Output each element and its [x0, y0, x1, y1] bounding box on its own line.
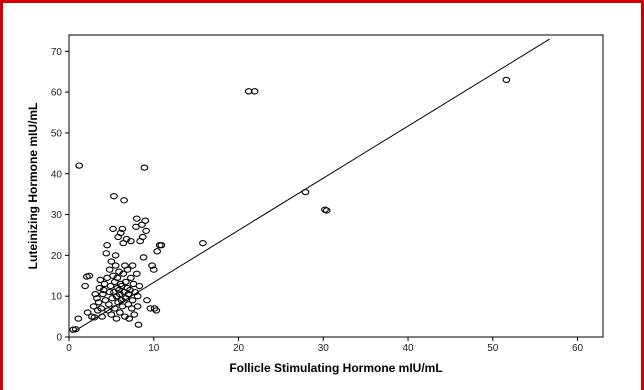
data-point: [199, 239, 207, 247]
data-point: [81, 282, 89, 290]
data-point: [105, 288, 114, 296]
data-point: [139, 254, 148, 261]
data-point: [89, 303, 98, 310]
data-point: [132, 270, 141, 277]
plot-area: [68, 34, 604, 338]
data-point: [94, 299, 103, 306]
data-point: [112, 315, 121, 322]
data-point: [143, 297, 151, 304]
data-point: [133, 303, 142, 310]
data-point: [124, 290, 133, 298]
data-point: [107, 258, 116, 265]
data-point: [107, 311, 116, 318]
data-point: [102, 250, 111, 257]
y-tick-label: 0: [56, 333, 62, 344]
y-tick-label: 50: [51, 128, 63, 139]
data-point: [134, 321, 143, 328]
data-points: [69, 76, 511, 333]
data-point: [97, 305, 106, 312]
data-point: [125, 315, 134, 322]
x-axis-label: Follicle Stimulating Hormone mIU/mL: [229, 361, 442, 375]
data-point: [153, 248, 162, 255]
data-point: [111, 252, 120, 259]
data-point: [109, 225, 117, 233]
data-point: [71, 326, 80, 333]
data-point: [127, 274, 135, 281]
data-point: [148, 262, 156, 269]
axis-ticks: 0 10 20 30 40 50 60 0 10 20 30 40 50 60 70: [51, 47, 584, 354]
data-point: [118, 225, 127, 233]
data-point: [119, 270, 128, 277]
data-point: [113, 274, 122, 281]
data-point: [105, 266, 114, 273]
x-tick-label: 30: [318, 343, 330, 354]
data-point: [121, 278, 130, 286]
fit-line: [71, 38, 550, 334]
y-tick-label: 40: [51, 169, 63, 180]
data-point: [142, 227, 150, 235]
data-point: [250, 88, 259, 95]
data-point: [133, 293, 142, 300]
data-point: [141, 217, 150, 224]
data-point: [83, 309, 92, 316]
fit-line-layer: [71, 38, 550, 334]
data-point: [103, 242, 111, 249]
data-point: [116, 309, 124, 316]
data-point: [149, 266, 158, 273]
data-point: [96, 276, 105, 284]
data-point: [91, 290, 100, 298]
data-point: [85, 272, 94, 279]
data-point: [90, 314, 99, 321]
y-tick-label: 10: [51, 292, 63, 303]
y-tick-label: 30: [51, 210, 63, 221]
data-point: [93, 295, 101, 302]
data-point: [138, 233, 147, 241]
data-point: [110, 193, 118, 200]
data-point: [74, 315, 83, 322]
data-point: [75, 162, 84, 169]
x-tick-label: 50: [487, 343, 499, 354]
data-point: [120, 197, 128, 204]
x-tick-label: 10: [148, 343, 160, 354]
data-point: [127, 237, 135, 245]
y-tick-label: 20: [51, 251, 63, 262]
data-point: [140, 164, 149, 171]
data-point: [128, 262, 137, 269]
data-point: [132, 215, 141, 222]
x-tick-label: 40: [402, 343, 414, 354]
data-point: [322, 207, 331, 214]
y-axis-label: Luteinizing Hormone mIU/mL: [26, 103, 40, 270]
data-point: [502, 76, 511, 84]
x-tick-label: 0: [66, 343, 72, 354]
data-point: [116, 229, 125, 237]
x-tick-label: 20: [233, 343, 245, 354]
data-point: [135, 282, 144, 290]
data-point: [106, 282, 115, 290]
data-point: [130, 311, 139, 318]
x-tick-label: 60: [572, 343, 584, 354]
data-point: [111, 262, 120, 269]
data-point: [99, 290, 107, 298]
y-tick-label: 60: [51, 88, 63, 99]
data-point: [152, 307, 161, 314]
data-point: [128, 297, 137, 304]
data-point: [244, 88, 253, 95]
data-point: [123, 266, 132, 273]
data-point: [104, 301, 113, 308]
y-tick-label: 70: [51, 47, 63, 58]
data-point: [157, 242, 166, 249]
